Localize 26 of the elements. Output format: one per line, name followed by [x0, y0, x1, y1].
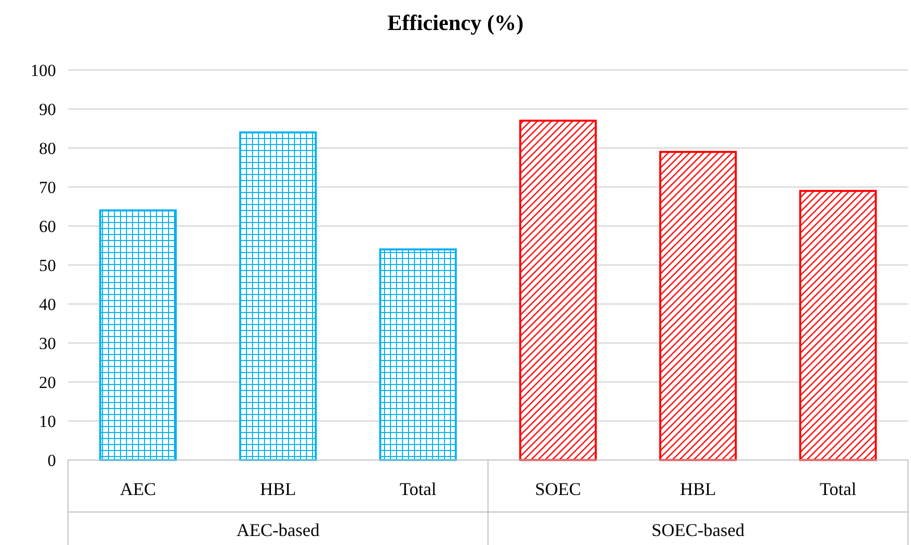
x-tick-label: Total	[820, 479, 856, 499]
x-tick-label: HBL	[680, 479, 716, 499]
y-tick-label: 80	[39, 138, 56, 158]
y-tick-label: 100	[30, 60, 56, 80]
y-tick-label: 50	[39, 256, 56, 275]
x-tick-label: HBL	[260, 479, 296, 499]
y-tick-label: 60	[39, 216, 56, 236]
bar	[99, 209, 177, 461]
y-tick-label: 40	[39, 294, 56, 314]
bar	[239, 131, 317, 461]
y-tick-label: 70	[39, 178, 56, 197]
y-tick-label: 90	[39, 100, 56, 119]
bar	[519, 120, 597, 461]
bar	[379, 248, 457, 461]
chart-title: Efficiency (%)	[387, 10, 524, 35]
text: SOEC-based	[652, 520, 744, 540]
y-tick-label: 20	[39, 372, 56, 392]
bar	[659, 150, 737, 461]
y-tick-label: 10	[39, 412, 56, 431]
bar	[799, 190, 877, 461]
y-tick-label: 30	[39, 334, 56, 353]
text: AEC-based	[236, 520, 320, 540]
x-tick-label: Total	[400, 479, 436, 499]
y-tick-label: 0	[48, 450, 56, 470]
x-tick-label: AEC	[120, 479, 156, 499]
x-tick-label: SOEC	[534, 479, 582, 499]
